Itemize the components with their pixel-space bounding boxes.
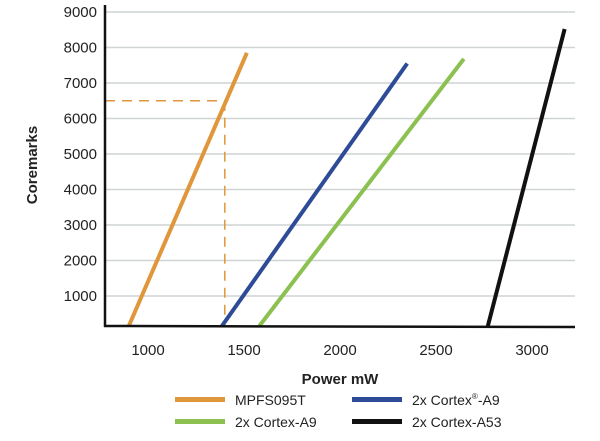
y-tick-label: 3000 bbox=[64, 217, 97, 234]
x-tick-label: 2000 bbox=[323, 342, 356, 359]
legend-label: 2x Cortex®-A9 bbox=[412, 392, 500, 408]
y-axis-label: Coremarks bbox=[24, 126, 41, 204]
x-tick-label: 3000 bbox=[515, 342, 548, 359]
y-tick-label: 7000 bbox=[64, 75, 97, 92]
y-tick-label: 5000 bbox=[64, 146, 97, 163]
legend-swatch bbox=[352, 397, 402, 402]
x-tick-labels: 1000 1500 2000 2500 3000 bbox=[131, 342, 548, 359]
legend-label: 2x Cortex-A53 bbox=[412, 414, 502, 430]
legend-swatch bbox=[175, 397, 225, 402]
legend: MPFS095T 2x Cortex®-A9 2x Cortex-A9 2x Cort… bbox=[175, 392, 502, 430]
dashed-guides bbox=[105, 100, 226, 326]
x-axis bbox=[103, 324, 576, 329]
series-line bbox=[485, 28, 567, 327]
legend-swatch bbox=[175, 419, 225, 424]
y-tick-label: 6000 bbox=[64, 111, 97, 128]
y-tick-label: 2000 bbox=[64, 253, 97, 270]
y-tick-labels: 1000 2000 3000 4000 5000 6000 7000 8000 9000 bbox=[64, 4, 97, 305]
series-line bbox=[126, 52, 249, 327]
grid bbox=[105, 11, 575, 297]
series-lines bbox=[126, 28, 567, 328]
y-tick-label: 8000 bbox=[64, 40, 97, 57]
series-line bbox=[220, 62, 409, 328]
y-tick-label: 1000 bbox=[64, 288, 97, 305]
x-axis-label: Power mW bbox=[302, 371, 380, 388]
x-tick-label: 2500 bbox=[419, 342, 452, 359]
y-tick-label: 9000 bbox=[64, 4, 97, 21]
series-line bbox=[257, 57, 466, 328]
legend-label: 2x Cortex-A9 bbox=[235, 414, 317, 430]
x-tick-label: 1000 bbox=[131, 342, 164, 359]
legend-swatch bbox=[352, 419, 402, 424]
legend-label: MPFS095T bbox=[235, 392, 306, 408]
y-tick-label: 4000 bbox=[64, 182, 97, 199]
x-tick-label: 1500 bbox=[227, 342, 260, 359]
